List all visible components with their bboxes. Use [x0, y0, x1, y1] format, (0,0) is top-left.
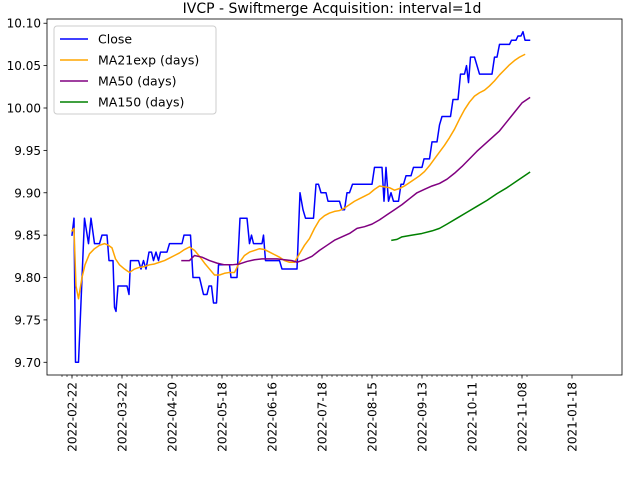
series-line-close [71, 30, 531, 364]
legend-item: Close [60, 32, 132, 47]
y-tick-label: 9.75 [14, 313, 41, 327]
axes-layer: 9.70 9.75 9.80 9.85 9.90 9.95 10.00 10.05 10.10 2… [7, 17, 623, 452]
x-tick-label: 2022-05-18 [216, 382, 230, 452]
series-line-ma50-days [181, 96, 531, 266]
y-tick-label: 9.85 [14, 229, 41, 243]
legend-box [53, 25, 217, 115]
chart-title: IVCP - Swiftmerge Acquisition: interval=… [183, 1, 482, 17]
x-tick-label: 2021-01-18 [566, 382, 580, 452]
y-tick-label: 10.00 [7, 102, 41, 116]
legend-label: MA50 (days) [98, 74, 176, 89]
x-tick-label: 2022-04-20 [166, 382, 180, 452]
y-tick-label: 9.70 [14, 356, 41, 370]
legend-item: MA150 (days) [60, 95, 184, 110]
x-tick-label: 2022-11-08 [516, 382, 530, 452]
x-tick-label: 2022-03-22 [116, 382, 130, 452]
legend-item: MA50 (days) [60, 74, 176, 89]
x-tick-label: 2022-06-16 [266, 382, 280, 452]
x-tick-label: 2022-08-15 [366, 382, 380, 452]
series-line-ma21exp-days [70, 53, 526, 300]
y-tick-label: 10.05 [7, 59, 41, 73]
x-tick-label: 2022-10-11 [466, 382, 480, 452]
x-tick-label: 2022-09-13 [416, 382, 430, 452]
series-layer [70, 30, 531, 364]
x-tick-label: 2022-07-18 [316, 382, 330, 452]
legend-label: MA21exp (days) [98, 53, 199, 68]
legend-label: Close [98, 32, 132, 47]
y-tick-label: 9.80 [14, 271, 41, 285]
legend-item: MA21exp (days) [60, 53, 199, 68]
plot-frame [46, 18, 623, 376]
legend: Close MA21exp (days) MA50 (days) MA150 (day… [53, 25, 217, 115]
x-tick-label: 2022-02-22 [66, 382, 80, 452]
y-tick-label: 10.10 [7, 17, 41, 31]
legend-label: MA150 (days) [98, 95, 184, 110]
y-tick-label: 9.95 [14, 144, 41, 158]
series-line-ma150-days [391, 171, 531, 242]
y-tick-label: 9.90 [14, 186, 41, 200]
